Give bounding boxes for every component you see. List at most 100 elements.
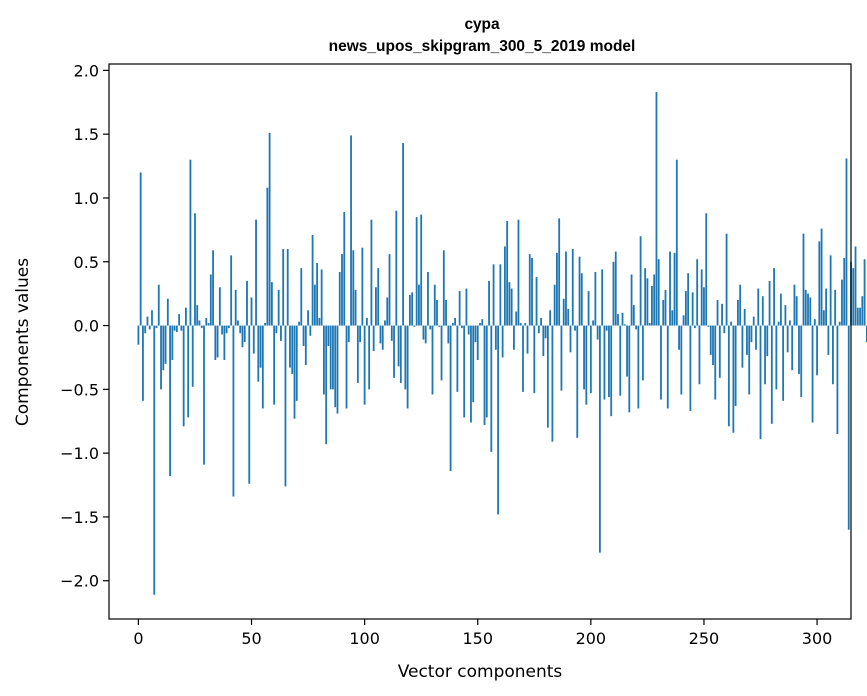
bar-49 [248, 325, 251, 484]
bar-88 [336, 325, 339, 414]
bar-223 [641, 325, 644, 381]
bar-298 [811, 325, 814, 423]
bar-56 [264, 323, 266, 326]
bar-115 [397, 325, 400, 367]
bar-272 [752, 316, 755, 326]
bar-247 [696, 259, 699, 326]
bar-238 [675, 159, 678, 326]
bar-106 [377, 268, 380, 326]
bar-59 [270, 282, 273, 326]
bar-275 [759, 325, 762, 440]
bar-180 [544, 325, 547, 339]
bar-39 [225, 325, 228, 334]
bar-159 [497, 325, 499, 515]
bar-174 [531, 257, 533, 326]
bar-288 [789, 320, 791, 326]
bar-187 [560, 325, 563, 391]
bar-146 [467, 325, 470, 335]
bar-101 [365, 317, 368, 326]
bar-170 [522, 325, 524, 392]
bar-102 [368, 325, 371, 390]
bar-276 [761, 296, 764, 326]
bar-242 [684, 291, 687, 326]
bar-133 [438, 325, 441, 327]
bar-42 [232, 325, 235, 497]
bar-83 [325, 325, 328, 445]
bar-209 [610, 325, 613, 417]
bar-282 [775, 325, 778, 390]
x-tick-label: 150 [462, 629, 493, 648]
bar-10 [160, 325, 162, 390]
bar-244 [689, 325, 692, 412]
bar-142 [458, 291, 461, 326]
bar-237 [673, 252, 676, 326]
bar-176 [535, 277, 538, 326]
x-axis: 0 50 100 150 200 250 300 [133, 619, 832, 648]
bar-221 [637, 325, 640, 409]
bar-94 [350, 135, 352, 326]
bar-107 [379, 325, 382, 344]
bar-35 [216, 325, 219, 358]
bar-259 [723, 325, 726, 334]
bar-31 [207, 323, 210, 326]
bar-188 [562, 298, 565, 326]
bar-277 [764, 325, 766, 385]
bar-166 [513, 325, 515, 350]
chart-subtitle: news_upos_skipgram_300_5_2019 model [329, 38, 636, 55]
bar-173 [528, 254, 531, 326]
bar-249 [700, 269, 703, 326]
bar-264 [734, 325, 737, 406]
bar-41 [230, 255, 233, 326]
bar-261 [727, 325, 730, 427]
bar-222 [639, 236, 642, 326]
bar-250 [703, 287, 705, 326]
bar-132 [436, 300, 438, 326]
bar-117 [402, 143, 404, 326]
bar-252 [707, 325, 710, 327]
bar-148 [472, 325, 475, 403]
bar-78 [313, 284, 316, 326]
bar-144 [463, 325, 466, 418]
bar-79 [316, 263, 319, 326]
bar-266 [739, 284, 742, 326]
plot-frame [108, 63, 852, 620]
bar-226 [648, 323, 651, 326]
bar-73 [302, 325, 305, 346]
bar-245 [691, 292, 694, 326]
bar-47 [243, 325, 246, 343]
bar-289 [791, 325, 794, 371]
bar-201 [592, 320, 595, 326]
bar-124 [418, 284, 420, 326]
bar-172 [526, 325, 529, 354]
bar-86 [332, 325, 334, 390]
bar-304 [825, 288, 828, 326]
bar-23 [189, 159, 192, 326]
chart-title: сура [464, 16, 500, 33]
bar-29 [203, 325, 205, 465]
bar-231 [660, 325, 662, 400]
bar-309 [836, 325, 839, 434]
bar-17 [175, 325, 178, 332]
bar-158 [494, 325, 497, 350]
bar-265 [736, 300, 739, 326]
bar-112 [390, 325, 393, 341]
bar-195 [578, 256, 581, 326]
bar-43 [234, 289, 237, 326]
bar-2 [142, 325, 144, 401]
bar-178 [540, 317, 542, 326]
bar-54 [259, 325, 262, 368]
bar-270 [748, 325, 751, 395]
bar-154 [485, 325, 488, 418]
y-tick-label: 0.0 [74, 317, 99, 336]
bar-171 [524, 323, 527, 326]
bar-64 [282, 249, 285, 326]
bar-318 [856, 307, 859, 326]
bar-84 [327, 325, 330, 346]
bar-150 [476, 325, 479, 360]
bar-161 [501, 325, 504, 358]
bar-164 [508, 282, 511, 326]
bar-18 [178, 314, 181, 326]
bar-28 [200, 325, 203, 329]
bar-81 [320, 269, 323, 326]
bar-140 [454, 317, 457, 326]
